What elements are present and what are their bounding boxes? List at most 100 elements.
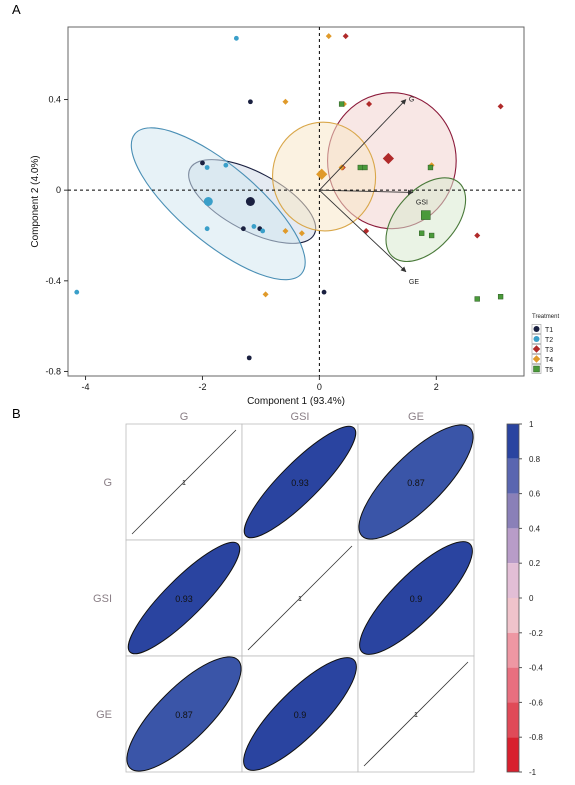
colorbar-tick-label: 0.2 [529,559,541,568]
loading-arrow [319,189,414,196]
pca-biplot: G GSI GE -4 -2 0 2 -0.8 -0.4 0 0.4 Component 1 (93.… [30,26,559,407]
correlation-ellipse [126,656,242,772]
data-point [74,289,80,295]
correlation-value: 0.93 [291,478,309,488]
colorbar-tick-label: 0.4 [529,524,541,533]
correlation-value: 0.87 [175,710,193,720]
data-point [298,230,305,237]
data-point [338,101,345,107]
column-label: G [180,411,189,423]
colorbar-segment [507,458,519,494]
group-centroid [316,168,328,180]
colorbar-tick-label: 0.8 [529,455,541,464]
correlation-ellipse [243,425,357,539]
colorbar-segment [507,667,519,703]
colorbar-segment [507,737,519,772]
row-label: GSI [93,593,112,605]
y-tick-label: 0.4 [48,95,61,105]
x-axis-label: Component 1 (93.4%) [247,396,345,407]
data-point [419,230,425,236]
data-point [362,164,368,171]
legend-entry: T1 [545,327,553,334]
group-centroid [245,197,255,206]
data-point [497,294,504,300]
data-point [366,101,373,108]
colorbar-tick-label: -0.4 [529,664,543,673]
legend-marker [533,336,540,342]
colorbar-segment [507,528,519,564]
colorbar-tick-label: 0 [529,594,534,603]
correlation-ellipse [127,541,241,655]
data-point [321,289,327,295]
correlation-ellipse [243,657,357,771]
data-point [474,232,481,239]
column-label: GSI [291,411,310,423]
data-point [200,160,205,166]
data-point [248,99,253,105]
y-axis-label: Component 2 (4.0%) [30,155,41,247]
correlation-value: 0.93 [175,594,193,604]
colorbar-tick-label: -1 [529,768,537,777]
group-centroid [382,152,394,165]
row-label: GE [96,709,112,721]
data-point [427,164,434,171]
row-label: G [103,477,112,489]
legend-marker [532,345,541,353]
legend-marker [533,365,540,373]
data-point [204,165,210,170]
loading-label: GSI [416,199,428,206]
diagonal-value: 1 [298,596,302,603]
correlation-value: 0.9 [294,710,307,720]
loading-arrow [319,189,407,273]
legend-title: Treatment [532,314,559,320]
colorbar-segment [507,424,519,459]
correlation-ellipse [359,541,473,655]
legend-entry: T3 [545,347,553,354]
data-point [251,224,257,229]
data-point [282,227,289,234]
data-point [428,232,435,239]
x-tick-label: -4 [82,382,90,392]
legend-entry: T2 [545,337,553,344]
colorbar-segment [507,702,519,738]
diagonal-line [363,661,469,767]
colorbar-tick-label: 0.6 [529,490,541,499]
y-tick-label: -0.4 [45,276,61,286]
diagonal-line [247,545,353,651]
data-point [223,162,229,168]
data-point [260,228,266,234]
panel-a-label: A [12,2,21,17]
panel-b-label: B [12,406,21,421]
colorbar-tick-label: 1 [529,420,534,429]
x-tick-label: 0 [317,382,322,392]
diagonal-value: 1 [182,480,186,487]
y-tick-label: -0.8 [45,366,61,376]
x-tick-label: -2 [198,382,206,392]
correlation-value: 0.87 [407,478,425,488]
colorbar-segment [507,493,519,529]
legend-marker [533,326,540,332]
data-point [233,35,239,41]
data-point [262,291,269,298]
data-point [497,103,504,110]
legend-entry: T5 [545,367,553,374]
colorbar-segment [507,598,519,633]
data-point [204,226,210,232]
loading-label: GE [409,279,419,286]
colorbar-segment [507,632,519,668]
data-point [240,226,246,232]
x-tick-label: 2 [434,382,439,392]
group-centroid [421,210,431,220]
colorbar-tick-label: -0.6 [529,698,543,707]
colorbar-tick-label: -0.2 [529,629,543,638]
colorbar-tick-label: -0.8 [529,733,543,742]
data-point [246,355,252,361]
loading-arrow [319,99,407,191]
correlation-value: 0.9 [410,594,423,604]
legend-marker [532,355,541,363]
loading-label: G [409,97,414,104]
data-point [474,296,480,302]
data-point [282,98,289,105]
correlation-matrix: G G GSI GSI GE GE 1 0.93 0.87 0.93 1 0.9 0.87 0.9 1 1 0.… [93,411,543,777]
